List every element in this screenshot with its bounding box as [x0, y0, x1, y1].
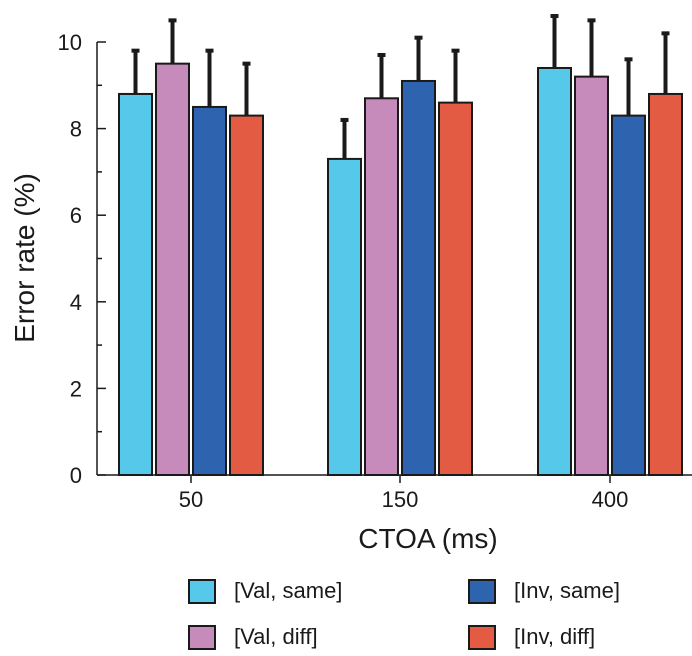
legend-label-inv-diff: [Inv, diff]	[514, 624, 596, 649]
bar-val-diff-400	[574, 75, 609, 476]
bar-val-same-50	[118, 92, 153, 477]
bar-inv-diff-150	[438, 101, 473, 477]
bar-inv-diff-50	[229, 114, 264, 477]
x-tick-label: 400	[592, 487, 629, 512]
bar-inv-diff-400	[648, 92, 683, 477]
legend-label-val-same: [Val, same]	[234, 578, 343, 603]
bar-val-same-400	[537, 66, 572, 476]
x-tick-label: 150	[382, 487, 419, 512]
y-tick-label: 8	[70, 117, 82, 142]
x-tick-label: 50	[179, 487, 203, 512]
legend-item-inv-diff: [Inv, diff]	[468, 620, 595, 654]
legend-swatch-val-same	[188, 578, 216, 604]
legend-swatch-val-diff	[188, 624, 216, 650]
bar-chart: 0 2 4 6 8 10 50 150 400 Error rate (%) CTOA (ms…	[9, 14, 692, 554]
legend-item-inv-same: [Inv, same]	[468, 574, 620, 608]
y-tick-label: 0	[70, 463, 82, 488]
legend-swatch-inv-same	[468, 578, 496, 604]
y-tick-label: 6	[70, 203, 82, 228]
plot-area	[118, 14, 683, 477]
bar-val-diff-50	[155, 62, 190, 477]
legend-item-val-diff: [Val, diff]	[188, 620, 318, 654]
legend-swatch-inv-diff	[468, 624, 496, 650]
legend: [Val, same] [Inv, same] [Val, diff] [Inv…	[188, 574, 658, 654]
y-axis-title: Error rate (%)	[9, 173, 40, 343]
y-tick-label: 4	[70, 290, 82, 315]
legend-item-val-same: [Val, same]	[188, 574, 342, 608]
y-axis-ticks: 0 2 4 6 8 10	[58, 30, 106, 488]
bar-inv-same-50	[192, 105, 227, 476]
x-axis-title: CTOA (ms)	[358, 523, 497, 554]
bar-inv-same-150	[401, 79, 436, 476]
legend-label-val-diff: [Val, diff]	[234, 624, 318, 649]
bar-inv-same-400	[611, 114, 646, 477]
y-tick-label: 10	[58, 30, 82, 55]
bar-val-same-150	[327, 157, 362, 476]
x-axis-ticks: 50 150 400	[179, 475, 629, 512]
legend-label-inv-same: [Inv, same]	[514, 578, 620, 603]
bar-val-diff-150	[364, 97, 399, 476]
y-tick-label: 2	[70, 376, 82, 401]
